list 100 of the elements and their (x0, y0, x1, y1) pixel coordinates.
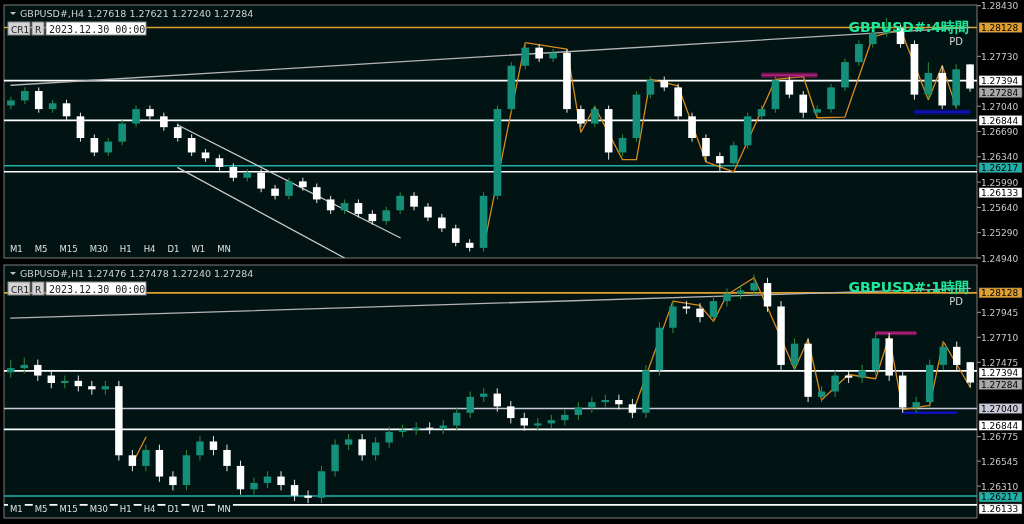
candlestick (104, 137, 113, 157)
candlestick (285, 177, 293, 200)
candlestick (507, 400, 515, 424)
annotation: M5 (34, 244, 48, 254)
annotation: R (35, 24, 42, 35)
candlestick (939, 341, 947, 371)
text: 1.27284 (981, 87, 1019, 98)
annotation: PD (949, 36, 964, 47)
candlestick (299, 177, 307, 192)
candlestick (271, 184, 279, 200)
annotation: M1 (10, 244, 23, 254)
ref-line-label: 1.26844 (981, 420, 1019, 431)
candlestick (382, 206, 391, 226)
y-tick-label: 1.27945 (981, 307, 1019, 318)
y-tick-label: 1.27730 (981, 51, 1019, 62)
candlestick (628, 398, 637, 419)
candlestick (669, 300, 677, 334)
candlestick (236, 460, 245, 496)
annotation: R (35, 284, 42, 295)
candlestick (354, 198, 363, 219)
candlestick (723, 287, 731, 307)
candlestick (385, 426, 393, 449)
candlestick (729, 141, 738, 168)
candlestick (466, 391, 474, 419)
candlestick (438, 213, 446, 233)
annotation: H4 (143, 504, 156, 514)
y-tick-label: 1.27040 (981, 101, 1019, 112)
candlestick (855, 39, 863, 67)
annotation: W1 (191, 244, 206, 254)
y-tick-label: 1.25290 (981, 228, 1019, 239)
ref-line-label: 1.26217 (981, 492, 1019, 503)
text: 1.27284 (981, 379, 1019, 390)
annotation: MN (217, 504, 231, 514)
candlestick (574, 401, 583, 421)
candlestick (410, 191, 418, 211)
candlestick (709, 295, 718, 323)
candlestick (34, 86, 43, 114)
candlestick (858, 364, 866, 384)
ref-line-label: 1.27394 (981, 368, 1019, 379)
candlestick (590, 104, 599, 128)
candlestick (451, 224, 460, 247)
ref-line-label: 1.26133 (981, 188, 1019, 199)
candlestick (521, 42, 530, 70)
annotation: M15 (59, 504, 78, 514)
y-tick-label: 1.27710 (981, 332, 1019, 343)
y-tick-label: 1.26690 (981, 127, 1019, 137)
ref-line-label: 1.27394 (981, 75, 1019, 86)
candlestick (831, 369, 839, 398)
candlestick (326, 195, 335, 215)
candlestick (142, 444, 150, 472)
annotation: W1 (191, 504, 206, 514)
candlestick (535, 43, 543, 63)
y-tick-label: 1.25640 (981, 202, 1019, 213)
candlestick (7, 96, 15, 110)
candlestick (209, 435, 218, 456)
candlestick (646, 76, 655, 99)
candlestick (312, 183, 321, 204)
candlestick (790, 337, 799, 371)
annotation: PD (949, 296, 964, 307)
annotation: M30 (89, 244, 108, 254)
candlestick (924, 61, 933, 99)
y-tick-label: 1.26545 (981, 456, 1019, 467)
annotation: H1 (119, 504, 132, 514)
annotation: M30 (89, 504, 108, 514)
annotation: M1 (10, 504, 23, 514)
annotation: CR1 (11, 284, 30, 295)
chart-title: GBPUSD#,H4 1.27618 1.27621 1.27240 1.27284 (20, 8, 254, 19)
candlestick (290, 479, 299, 502)
candlestick (702, 133, 710, 163)
candlestick (358, 433, 366, 462)
annotation: M15 (59, 244, 78, 254)
ref-line-label: 1.26133 (981, 504, 1019, 515)
annotation: H1 (119, 244, 132, 254)
annotation: D1 (167, 244, 180, 254)
candlestick (132, 104, 140, 128)
y-tick-label: 1.24940 (981, 253, 1019, 264)
candlestick (250, 477, 258, 496)
ref-line-label: 1.28128 (981, 288, 1019, 299)
candlestick (21, 86, 29, 105)
candlestick (173, 123, 182, 143)
annotation: 2023.12.30 00:00 (49, 283, 146, 295)
y-tick-label: 1.27475 (981, 357, 1019, 368)
candlestick (549, 48, 557, 63)
candlestick (696, 302, 704, 323)
candlestick (615, 394, 623, 411)
chart-title: GBPUSD#,H1 1.27476 1.27478 1.27240 1.27284 (20, 268, 254, 279)
candlestick (799, 90, 808, 119)
annotation: M5 (34, 504, 48, 514)
ref-line-label: 1.28128 (981, 22, 1019, 33)
ref-line-label: 1.26844 (981, 115, 1019, 126)
candlestick (453, 406, 461, 432)
candlestick (424, 202, 432, 222)
candlestick (196, 435, 204, 462)
y-tick-label: 1.28430 (981, 1, 1019, 12)
annotation: H4 (143, 244, 156, 254)
candlestick (763, 277, 772, 313)
candlestick (277, 470, 285, 491)
y-tick-label: 1.25990 (981, 177, 1019, 188)
annotation: D1 (167, 504, 180, 514)
y-tick-label: 1.26310 (981, 481, 1019, 492)
